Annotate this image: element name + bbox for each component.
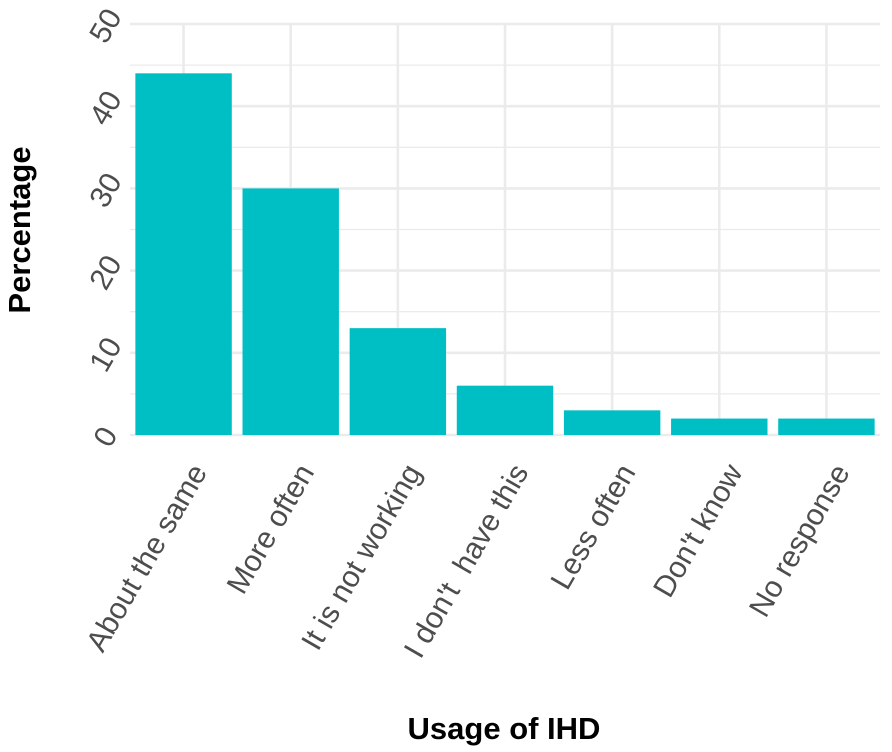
y-tick-label: 50 [83,3,128,48]
y-tick-label: 20 [83,250,128,295]
bars [135,73,875,435]
x-tick-label: Don't know [647,458,749,602]
x-tick-label: It is not working [295,459,428,656]
x-tick-label: About the same [80,459,214,657]
bar [135,73,232,435]
x-axis-title: Usage of IHD [408,711,601,746]
bar [563,410,661,435]
y-tick-label: 40 [83,85,128,130]
y-tick-label: 30 [83,168,128,213]
x-tick-label: More often [221,459,321,600]
y-axis-title: Percentage [2,146,37,313]
bar [778,418,875,435]
y-tick-labels: 0 10 20 30 40 50 [83,3,128,452]
y-tick-label: 10 [83,332,128,377]
bar [456,385,554,435]
y-tick-label: 0 [88,422,125,453]
x-tick-label: Less often [545,459,643,595]
bar [349,328,447,435]
bar [242,188,339,435]
bar [671,418,768,435]
x-tick-label: No response [743,459,857,623]
